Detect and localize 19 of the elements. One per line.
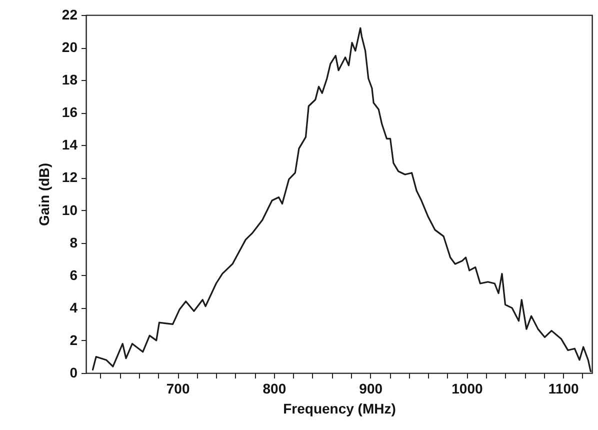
y-tick-label: 4 [70,299,78,316]
y-tick-label: 12 [62,169,78,186]
x-tick-label: 1100 [548,380,579,396]
y-tick-label: 8 [70,234,78,250]
y-tick-label: 16 [62,104,78,120]
y-tick-label: 20 [62,39,78,56]
y-tick-label: 10 [62,202,78,218]
x-tick-label: 900 [359,380,383,396]
y-tick-label: 6 [70,266,78,283]
y-tick-label: 0 [70,364,78,380]
y-tick-label: 14 [62,136,78,153]
y-tick-label: 2 [70,332,78,348]
x-tick-label: 1000 [452,380,483,396]
x-tick-label: 700 [166,380,190,396]
x-tick-label: 800 [262,380,286,396]
y-tick-label: 22 [62,6,78,22]
y-tick-label: 18 [62,72,78,88]
y-axis-title: Gain (dB) [36,163,52,226]
x-axis-title: Frequency (MHz) [283,400,396,416]
